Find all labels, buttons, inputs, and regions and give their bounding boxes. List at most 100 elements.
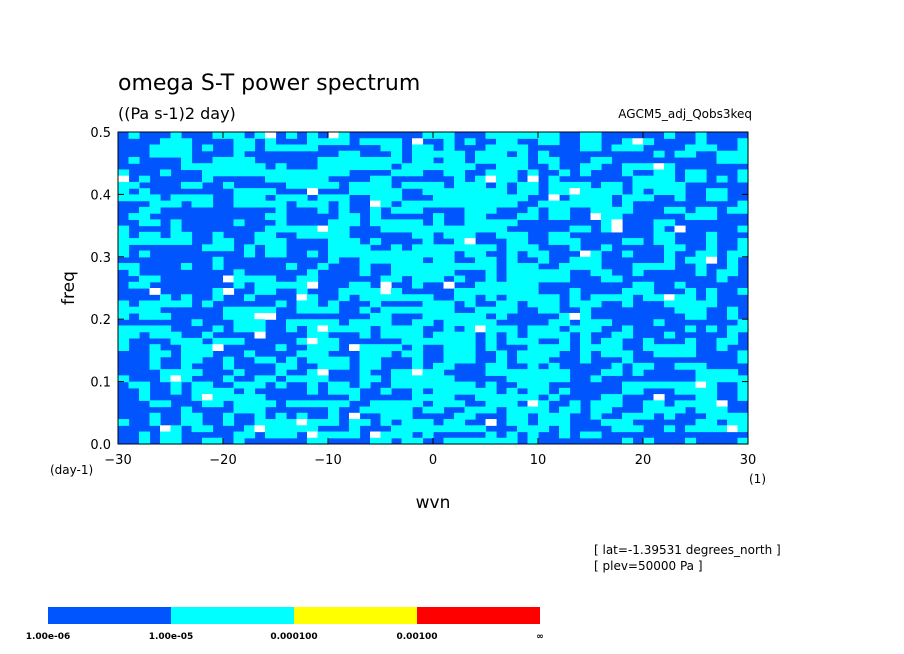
heatmap-cell [286,194,298,202]
heatmap-cell [443,319,455,327]
heatmap-cell [412,169,424,177]
heatmap-cell [464,225,476,233]
heatmap-cell [317,337,329,345]
heatmap-cell [674,188,686,195]
heatmap-cell [391,288,403,295]
heatmap-cell [265,306,277,314]
heatmap-cell [223,362,235,370]
heatmap-cell [496,132,508,139]
heatmap-cell [737,419,749,426]
heatmap-cell [160,369,172,376]
heatmap-cell [601,350,613,358]
heatmap-cell [254,400,266,408]
heatmap-cell [307,350,319,358]
heatmap-cell [181,144,193,152]
heatmap-cell [538,331,550,339]
heatmap-cell [170,194,182,202]
heatmap-cell [559,431,571,439]
chart-title: omega S-T power spectrum [118,71,420,96]
heatmap-cell [685,437,697,445]
heatmap-cell [370,175,382,183]
colorbar-swatch [294,607,417,624]
heatmap-cell [527,356,539,364]
heatmap-cell [244,387,256,395]
heatmap-cell [548,394,560,401]
heatmap-cell [412,319,424,327]
heatmap-cell [580,250,592,258]
heatmap-cell [674,350,686,358]
heatmap-cell [254,394,266,401]
heatmap-cell [328,412,340,420]
heatmap-cell [622,144,634,152]
heatmap-cell [338,200,350,208]
heatmap-cell [307,344,319,351]
heatmap-cell [580,325,592,333]
heatmap-cell [212,325,224,333]
heatmap-cell [727,419,739,426]
heatmap-cell [349,150,361,158]
heatmap-cell [170,425,182,433]
heatmap-cell [622,412,634,420]
heatmap-cell [422,200,434,208]
colorbar-label: 0.00100 [397,632,438,642]
heatmap-cell [475,306,487,314]
heatmap-cell [349,344,361,351]
heatmap-cell [517,194,529,202]
heatmap-cell [454,200,466,208]
heatmap-cell [149,312,161,320]
heatmap-cell [296,419,308,426]
heatmap-cell [632,362,644,370]
heatmap-cell [412,306,424,314]
heatmap-cell [317,181,329,189]
heatmap-cell [527,344,539,351]
heatmap-cell [443,394,455,401]
heatmap-cell [254,238,266,245]
heatmap-cell [716,175,728,183]
heatmap-cell [433,425,445,433]
heatmap-cell [380,181,392,189]
heatmap-cell [401,437,413,445]
heatmap-cell [485,431,497,439]
heatmap-cell [223,288,235,295]
heatmap-cell [181,263,193,270]
heatmap-cell [181,238,193,245]
heatmap-cell [370,319,382,327]
heatmap-cell [548,163,560,171]
heatmap-cell [548,213,560,220]
heatmap-cell [118,337,130,345]
heatmap-cell [380,400,392,408]
heatmap-cell [737,144,749,152]
heatmap-cell [601,337,613,345]
heatmap-cell [548,194,560,202]
heatmap-cell [716,275,728,283]
heatmap-cell [233,431,245,439]
heatmap-cell [538,138,550,146]
heatmap-cell [296,350,308,358]
heatmap-cell [296,319,308,327]
heatmap-cell [527,437,539,445]
heatmap-cell [307,200,319,208]
heatmap-cell [128,156,140,164]
heatmap-cell [317,206,329,214]
heatmap-cell [632,238,644,245]
heatmap-cell [632,144,644,152]
heatmap-cell [328,138,340,146]
heatmap-cell [706,419,718,426]
heatmap-cell [590,256,602,264]
heatmap-cell [443,300,455,308]
heatmap-cell [527,300,539,308]
heatmap-cell [286,263,298,270]
heatmap-cell [527,337,539,345]
heatmap-cell [191,319,203,327]
heatmap-cell [433,163,445,171]
heatmap-cell [139,394,151,401]
heatmap-cell [244,425,256,433]
heatmap-cell [139,213,151,220]
heatmap-cell [622,387,634,395]
heatmap-cell [422,375,434,383]
heatmap-cell [433,225,445,233]
heatmap-cell [632,181,644,189]
heatmap-cell [517,275,529,283]
heatmap-cell [601,369,613,376]
heatmap-cell [485,281,497,289]
